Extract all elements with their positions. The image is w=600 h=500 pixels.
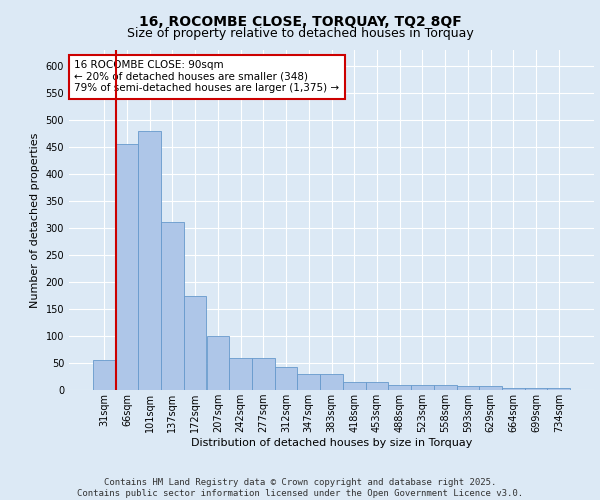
Bar (411, 385, 434, 390)
Bar (547, 388, 570, 390)
X-axis label: Distribution of detached houses by size in Torquay: Distribution of detached houses by size … (191, 438, 472, 448)
Bar (343, 382, 365, 390)
Bar (229, 358, 252, 390)
Bar (524, 388, 547, 390)
Bar (320, 374, 343, 390)
Bar (434, 385, 457, 390)
Bar (93, 360, 116, 390)
Bar (139, 131, 161, 390)
Bar (206, 336, 229, 390)
Text: 16 ROCOMBE CLOSE: 90sqm
← 20% of detached houses are smaller (348)
79% of semi-d: 16 ROCOMBE CLOSE: 90sqm ← 20% of detache… (74, 60, 340, 94)
Bar (388, 385, 411, 390)
Bar (275, 367, 298, 390)
Bar (298, 374, 320, 390)
Text: Contains HM Land Registry data © Crown copyright and database right 2025.
Contai: Contains HM Land Registry data © Crown c… (77, 478, 523, 498)
Text: Size of property relative to detached houses in Torquay: Size of property relative to detached ho… (127, 28, 473, 40)
Bar (252, 358, 275, 390)
Bar (502, 388, 524, 390)
Y-axis label: Number of detached properties: Number of detached properties (30, 132, 40, 308)
Bar (479, 386, 502, 390)
Bar (161, 222, 184, 390)
Text: 16, ROCOMBE CLOSE, TORQUAY, TQ2 8QF: 16, ROCOMBE CLOSE, TORQUAY, TQ2 8QF (139, 15, 461, 29)
Bar (116, 144, 139, 390)
Bar (457, 386, 479, 390)
Bar (365, 382, 388, 390)
Bar (184, 296, 206, 390)
